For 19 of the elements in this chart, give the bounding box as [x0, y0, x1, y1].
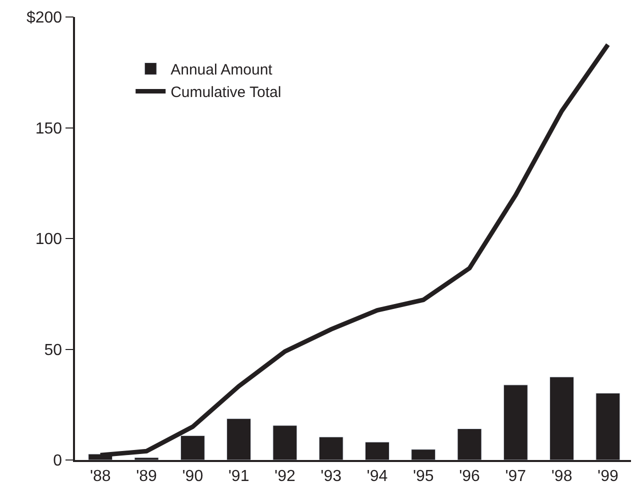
y-tick-label: $200 — [26, 10, 62, 27]
x-tick-label: '99 — [598, 468, 618, 485]
x-tick-label: '93 — [320, 468, 342, 485]
x-tick-label: '95 — [412, 468, 434, 485]
x-tick-label: '92 — [274, 468, 296, 485]
x-tick-label: '88 — [90, 468, 111, 485]
y-tick-label: 100 — [35, 231, 62, 248]
x-tick-label: '96 — [459, 468, 480, 485]
x-tick-label: '89 — [136, 468, 158, 485]
legend-label: Cumulative Total — [170, 84, 282, 102]
x-tick-label: '90 — [182, 468, 204, 485]
x-tick-label: '97 — [505, 468, 526, 485]
y-tick-label: 50 — [44, 342, 62, 359]
x-tick-label: '94 — [366, 468, 388, 485]
y-tick-label: 0 — [53, 452, 62, 470]
y-tick-label: 150 — [35, 120, 62, 138]
x-tick-label: '98 — [551, 468, 572, 485]
legend-label: Annual Amount — [170, 62, 274, 79]
x-tick-label: '91 — [228, 468, 250, 485]
